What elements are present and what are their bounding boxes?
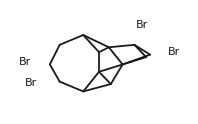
Text: Br: Br bbox=[25, 78, 37, 88]
Text: Br: Br bbox=[19, 57, 31, 67]
Text: Br: Br bbox=[136, 20, 148, 30]
Text: Br: Br bbox=[168, 47, 180, 57]
